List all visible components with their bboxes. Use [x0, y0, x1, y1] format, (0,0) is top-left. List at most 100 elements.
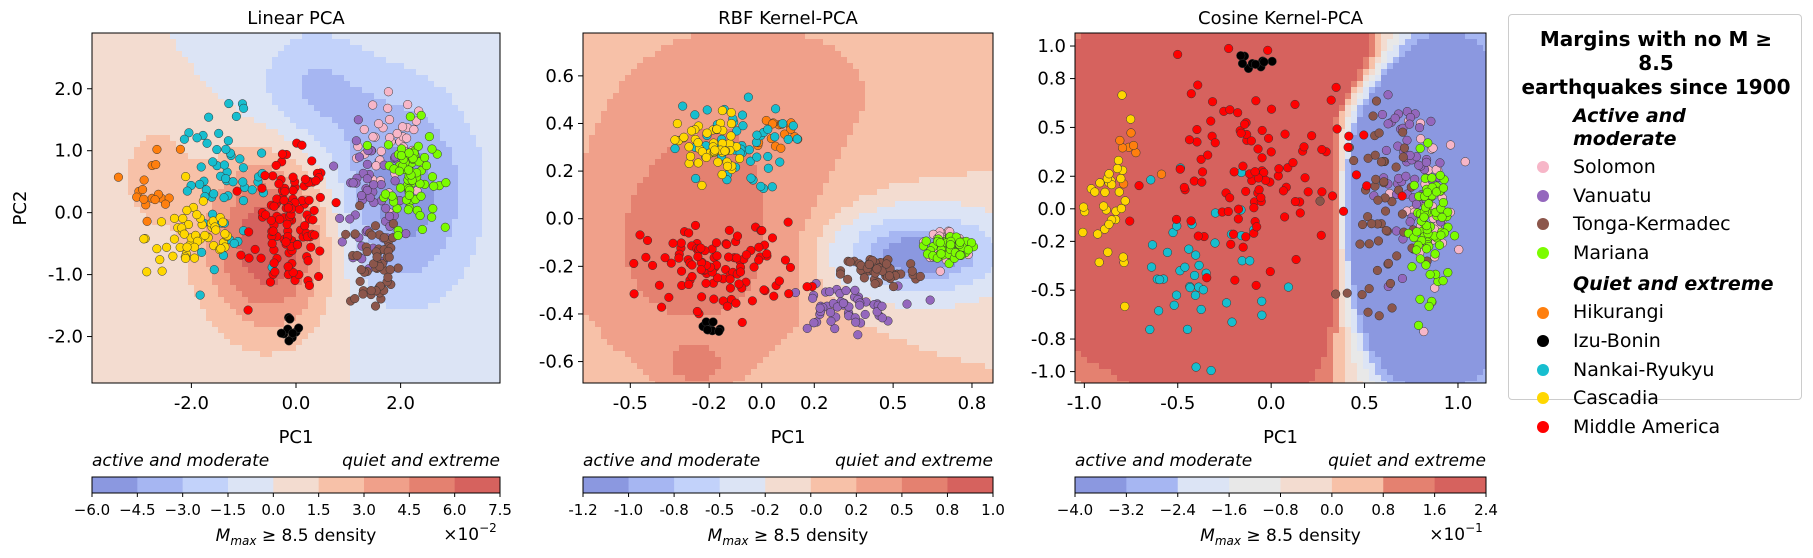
data-point: [169, 234, 179, 244]
data-point: [269, 258, 279, 268]
data-point: [792, 134, 802, 144]
colorbar-right-label: quiet and extreme: [1328, 451, 1486, 471]
data-point: [788, 121, 798, 131]
data-point: [1390, 113, 1400, 123]
data-point: [151, 160, 161, 170]
colorbar-tick-label: −1.6: [1211, 501, 1247, 519]
data-point: [752, 130, 762, 140]
data-point: [236, 250, 246, 260]
data-point: [381, 203, 391, 213]
data-point: [693, 138, 703, 148]
data-point: [257, 148, 267, 158]
data-point: [1251, 96, 1261, 106]
data-point: [1421, 157, 1431, 167]
data-point: [1191, 250, 1201, 260]
data-point: [1295, 208, 1305, 218]
data-point: [963, 245, 973, 255]
data-point: [925, 295, 935, 305]
data-point: [855, 300, 865, 310]
data-point: [310, 230, 320, 240]
data-point: [1397, 191, 1407, 201]
colorbar-tick-label: 0.5: [890, 501, 914, 519]
data-point: [802, 323, 812, 333]
data-point: [283, 262, 293, 272]
colorbar-tick-label: 4.5: [397, 501, 421, 519]
series-hikurangi: [113, 144, 185, 226]
data-point: [1397, 273, 1407, 284]
data-point: [1210, 138, 1220, 148]
colorbar-frame: [91, 476, 501, 494]
colorbar-segment: [1280, 477, 1333, 493]
x-tick-label: -0.5: [613, 393, 648, 414]
data-point: [877, 301, 887, 311]
data-point: [351, 136, 361, 146]
data-point: [1380, 206, 1391, 216]
data-point: [1443, 207, 1453, 217]
data-point: [1424, 199, 1434, 209]
colorbar-segment: [318, 477, 365, 493]
data-point: [1267, 56, 1277, 66]
data-point: [138, 185, 148, 195]
data-point: [1374, 128, 1384, 138]
series-izu-bonin: [1236, 51, 1277, 73]
colorbar-segment: [765, 477, 812, 493]
data-point: [1424, 301, 1434, 311]
series-tonga-kermadec: [341, 201, 403, 311]
data-point: [1438, 276, 1448, 286]
legend-marker: [1537, 218, 1549, 231]
data-point: [1196, 154, 1206, 164]
y-tick-label: 0.2: [1037, 166, 1066, 187]
data-point: [1364, 239, 1374, 249]
data-point: [757, 226, 767, 236]
data-point: [784, 289, 794, 299]
data-point: [1189, 176, 1199, 186]
data-point: [1373, 236, 1384, 246]
data-point: [1185, 283, 1195, 293]
legend-marker: [1537, 161, 1549, 174]
data-point: [1454, 245, 1464, 255]
data-point: [1120, 196, 1130, 206]
colorbar-tick-label: 0.8: [936, 501, 960, 519]
data-point: [257, 183, 267, 193]
data-point: [142, 267, 152, 277]
data-point: [300, 174, 310, 184]
data-point: [179, 134, 189, 144]
data-point: [1100, 187, 1110, 197]
data-point: [1210, 238, 1220, 248]
plot-title: Cosine Kernel-PCA: [1198, 8, 1364, 29]
legend-item-nankai-ryukyu: Nankai-Ryukyu: [1519, 356, 1793, 385]
data-point: [1371, 174, 1381, 184]
data-point: [1392, 251, 1402, 261]
data-point: [724, 252, 734, 262]
colorbar-frame: [582, 476, 994, 494]
data-point: [329, 161, 339, 171]
data-point: [285, 314, 295, 324]
data-point: [243, 305, 253, 315]
data-point: [1409, 180, 1419, 190]
data-point: [239, 103, 249, 113]
data-point: [687, 126, 697, 136]
data-point: [113, 172, 123, 182]
data-point: [429, 181, 439, 191]
data-point: [1184, 244, 1194, 254]
data-point: [1113, 155, 1124, 165]
data-point: [416, 191, 426, 201]
data-point: [1126, 128, 1136, 138]
data-point: [1252, 222, 1262, 232]
scatter-points: [113, 87, 451, 346]
data-point: [1193, 231, 1203, 241]
data-point: [738, 121, 748, 131]
data-point: [1387, 303, 1397, 313]
data-point: [256, 253, 266, 263]
data-point: [1175, 164, 1185, 174]
colorbar-multiplier: ×10−2: [443, 521, 497, 545]
data-point: [1357, 290, 1367, 300]
data-point: [902, 299, 912, 309]
data-point: [825, 287, 835, 297]
data-point: [696, 265, 706, 275]
data-point: [1125, 216, 1135, 226]
data-point: [767, 182, 777, 192]
colorbar-tick-label: 2.4: [1474, 501, 1498, 519]
data-point: [1364, 284, 1374, 294]
data-point: [888, 282, 899, 292]
